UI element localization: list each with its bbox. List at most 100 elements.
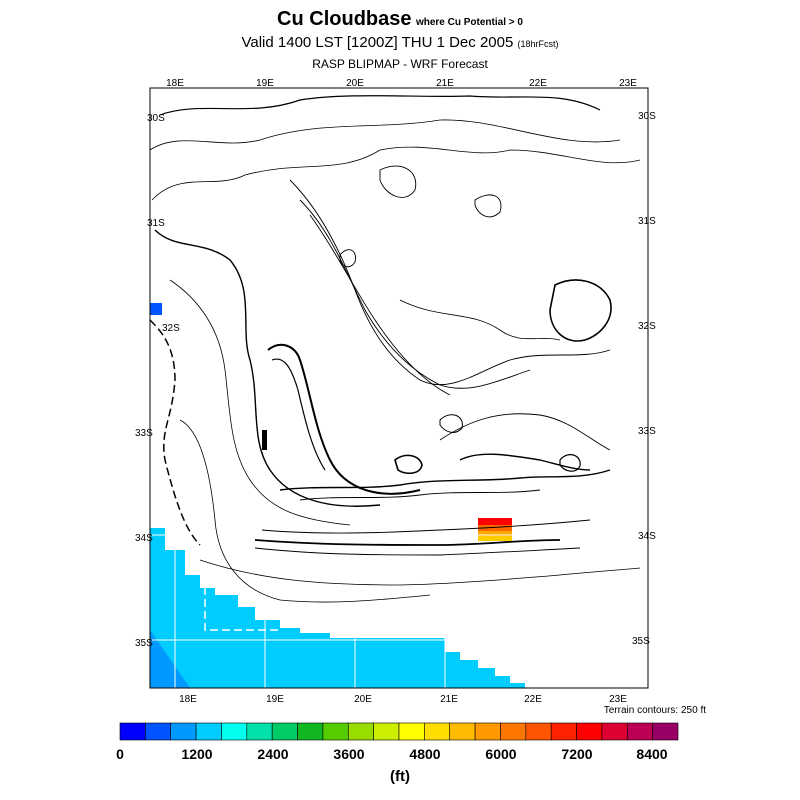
colorbar-tick-label: 8400 xyxy=(636,746,668,762)
colorbar-tick-label: 1200 xyxy=(181,746,213,762)
ocean-cloudbase-area xyxy=(150,528,525,688)
valid-time-line: Valid 1400 LST [1200Z] THU 1 Dec 2005 (1… xyxy=(0,34,800,51)
colorbar-swatch xyxy=(145,722,172,741)
map-title: Cu Cloudbase where Cu Potential > 0 xyxy=(0,8,800,31)
latitude-label-right: 32S xyxy=(638,321,656,332)
colorbar-swatch xyxy=(398,722,425,741)
terrain-contour xyxy=(179,419,431,603)
colorbar-tick-label: 0 xyxy=(116,746,124,762)
colorbar-tick-label: 6000 xyxy=(485,746,517,762)
colorbar-swatch xyxy=(424,722,451,741)
colorbar-swatch xyxy=(601,722,628,741)
latitude-label-left: 32S xyxy=(162,323,180,334)
map-frame xyxy=(149,87,649,689)
title-main: Cu Cloudbase xyxy=(277,8,412,30)
terrain-contour xyxy=(267,343,421,495)
colorbar-swatch xyxy=(119,722,146,741)
forecast-hours: (18hrFcst) xyxy=(517,39,559,49)
colorbar-swatch xyxy=(246,722,273,741)
latitude-label-left: 30S xyxy=(147,113,165,124)
latitude-label-left: 33S xyxy=(135,428,153,439)
longitude-label-bottom: 23E xyxy=(609,694,627,705)
terrain-contour xyxy=(279,469,611,491)
colorbar-tick-label: 3600 xyxy=(333,746,365,762)
terrain-contour xyxy=(474,194,502,218)
terrain-contour xyxy=(154,229,381,507)
terrain-contour xyxy=(459,453,591,471)
longitude-label-top: 18E xyxy=(166,78,184,89)
colorbar-swatch xyxy=(347,722,374,741)
coastline-dashed xyxy=(204,575,280,631)
terrain-contour xyxy=(289,179,611,385)
terrain-contour xyxy=(254,547,581,556)
latitude-label-right: 34S xyxy=(638,531,656,542)
terrain-contour xyxy=(394,454,423,475)
terrain-contour xyxy=(299,489,541,501)
terrain-contour xyxy=(151,146,641,201)
cloudbase-patch xyxy=(478,525,512,531)
colorbar-swatch xyxy=(297,722,324,741)
colorbar-swatch xyxy=(373,722,400,741)
terrain-contour xyxy=(169,279,351,526)
colorbar-swatch xyxy=(626,722,653,741)
terrain-contour xyxy=(199,559,641,586)
colorbar-swatch xyxy=(652,722,679,741)
terrain-contour xyxy=(261,519,591,534)
cloudbase-patch xyxy=(478,536,512,541)
terrain-contour xyxy=(309,214,451,396)
longitude-label-top: 19E xyxy=(256,78,274,89)
longitude-label-top: 23E xyxy=(619,78,637,89)
colorbar-swatch xyxy=(221,722,248,741)
longitude-label-top: 21E xyxy=(436,78,454,89)
colorbar-swatch xyxy=(195,722,222,741)
colorbar-tick-label: 7200 xyxy=(561,746,593,762)
longitude-label-bottom: 20E xyxy=(354,694,372,705)
terrain-contour xyxy=(299,199,531,389)
colorbar-swatch xyxy=(525,722,552,741)
terrain-contour xyxy=(159,95,601,116)
terrain-contour xyxy=(379,165,417,198)
coastline-dashed xyxy=(149,319,201,546)
colorbar-unit: (ft) xyxy=(390,768,410,785)
latitude-label-left: 35S xyxy=(135,638,153,649)
longitude-label-top: 22E xyxy=(529,78,547,89)
terrain-contour xyxy=(439,413,611,451)
colorbar-swatch xyxy=(474,722,501,741)
latitude-label-right: 33S xyxy=(638,426,656,437)
latitude-label-left: 31S xyxy=(147,218,165,229)
latitude-label-left: 34S xyxy=(135,533,153,544)
colorbar-swatch xyxy=(271,722,298,741)
cloudbase-patch xyxy=(478,518,512,525)
terrain-contour xyxy=(549,279,612,342)
model-name: RASP BLIPMAP - WRF Forecast xyxy=(312,57,488,71)
valid-time: Valid 1400 LST [1200Z] THU 1 Dec 2005 xyxy=(241,34,514,51)
terrain-contour xyxy=(559,454,581,472)
latitude-label-right: 31S xyxy=(638,216,656,227)
colorbar-swatch xyxy=(449,722,476,741)
terrain-contour xyxy=(271,358,326,471)
longitude-label-bottom: 21E xyxy=(440,694,458,705)
cloudbase-cell xyxy=(150,303,162,315)
latitude-label-right: 30S xyxy=(638,111,656,122)
colorbar-swatch xyxy=(500,722,527,741)
longitude-label-bottom: 22E xyxy=(524,694,542,705)
title-condition: where Cu Potential > 0 xyxy=(415,17,523,28)
terrain-contour xyxy=(149,119,621,151)
terrain-contour xyxy=(439,414,463,433)
longitude-label-top: 20E xyxy=(346,78,364,89)
cloudbase-patch xyxy=(478,531,512,536)
deep-shade-area xyxy=(150,630,190,688)
terrain-contour xyxy=(254,539,561,546)
terrain-contour xyxy=(339,249,356,268)
colorbar-swatch xyxy=(322,722,349,741)
latitude-label-right: 35S xyxy=(632,636,650,647)
colorbar-swatch xyxy=(550,722,577,741)
terrain-contour-note: Terrain contours: 250 ft xyxy=(603,705,706,716)
longitude-label-bottom: 18E xyxy=(179,694,197,705)
terrain-contour xyxy=(399,299,561,341)
colorbar-swatch xyxy=(170,722,197,741)
longitude-label-bottom: 19E xyxy=(266,694,284,705)
terrain-peak xyxy=(262,430,267,450)
colorbar-tick-label: 2400 xyxy=(257,746,289,762)
